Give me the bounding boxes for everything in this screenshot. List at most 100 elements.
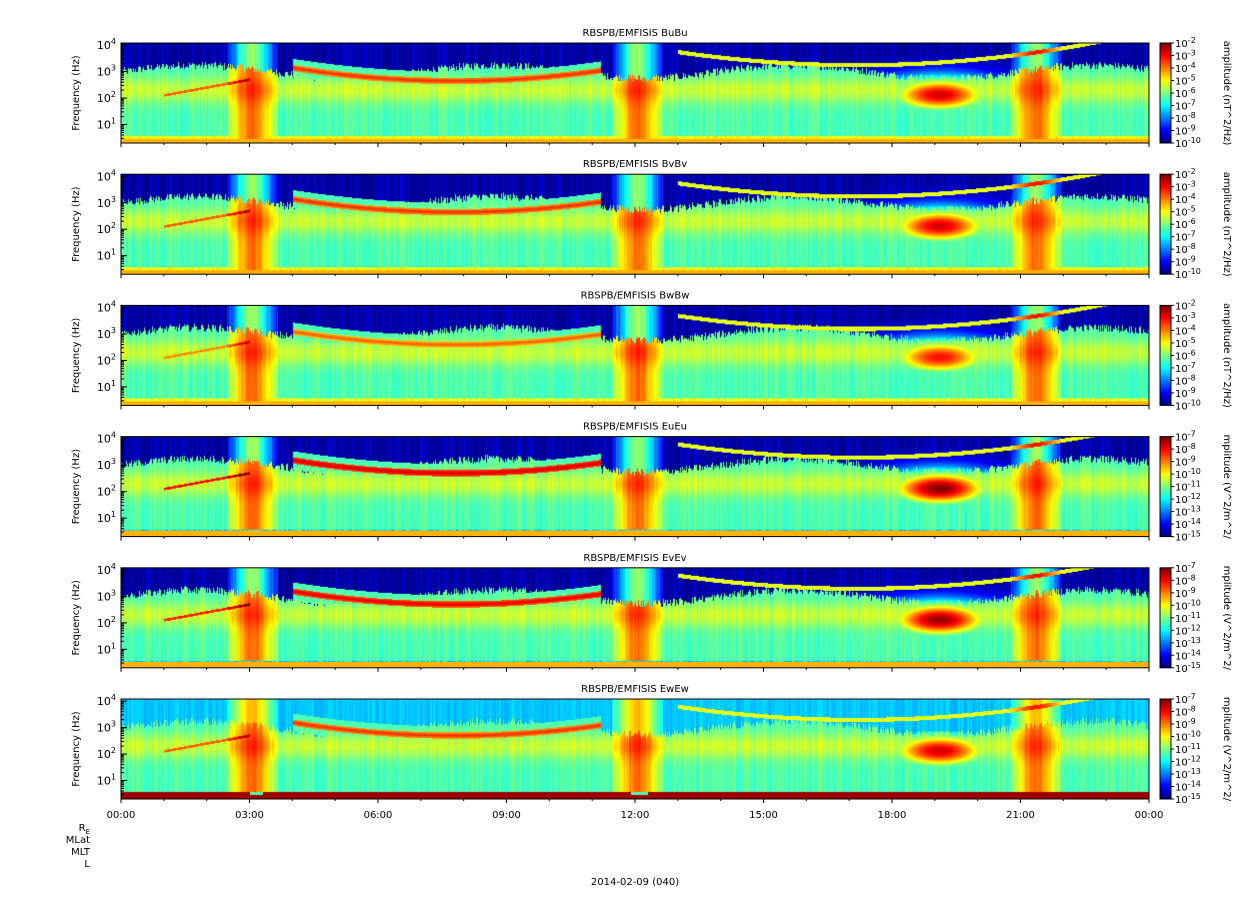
y-tick-label: 102: [97, 615, 116, 630]
colorbar-tick-label: 10-6: [1175, 86, 1196, 100]
colorbar-tick-label: 10-6: [1175, 348, 1196, 362]
colorbar-tick-base: 10: [1175, 470, 1188, 481]
y-tick-base: 10: [97, 590, 111, 603]
colorbar-tick-label: 10-8: [1175, 242, 1196, 256]
colorbar-tick-exponent: -14: [1188, 648, 1201, 657]
colorbar-tick-exponent: -13: [1188, 767, 1201, 776]
colorbar-tick-exponent: -12: [1188, 755, 1201, 764]
colorbar-tick-exponent: -11: [1188, 742, 1201, 751]
colorbar-gradient: [1160, 699, 1171, 799]
colorbar-tick-label: 10-4: [1175, 323, 1196, 337]
colorbar-tick-base: 10: [1175, 170, 1188, 181]
ephemeris-label: RE: [79, 823, 90, 836]
y-tick-exponent: 1: [111, 116, 116, 125]
colorbar-tick-exponent: -13: [1188, 505, 1201, 514]
spectrogram-image: [121, 699, 1149, 799]
colorbar-tick-exponent: -2: [1188, 167, 1196, 176]
y-tick-exponent: 1: [111, 379, 116, 388]
y-tick-exponent: 2: [111, 352, 116, 361]
colorbar-tick-base: 10: [1175, 695, 1188, 706]
y-tick-exponent: 4: [111, 693, 116, 702]
x-tick-label: 09:00: [492, 810, 521, 821]
colorbar-tick-label: 10-3: [1175, 311, 1196, 325]
colorbar-label: mplitude (V^2/m^2/: [1221, 434, 1232, 539]
y-axis-label: Frequency (Hz): [71, 580, 82, 656]
y-tick-label: 102: [97, 221, 116, 236]
colorbar-tick-label: 10-12: [1175, 755, 1201, 769]
colorbar-tick-exponent: -3: [1188, 180, 1196, 189]
colorbar-tick-base: 10: [1175, 258, 1188, 269]
colorbar-tick-label: 10-3: [1175, 180, 1196, 194]
y-tick-label: 101: [97, 510, 116, 525]
colorbar-tick-label: 10-14: [1175, 780, 1201, 794]
colorbar-tick-exponent: -7: [1188, 692, 1196, 701]
colorbar-gradient: [1160, 436, 1171, 537]
colorbar-tick-label: 10-10: [1175, 398, 1201, 412]
colorbar-tick-exponent: -10: [1188, 730, 1201, 739]
colorbar-tick-base: 10: [1175, 52, 1188, 63]
y-tick-base: 10: [97, 301, 111, 314]
y-tick-base: 10: [97, 512, 111, 525]
colorbar-tick-base: 10: [1175, 770, 1188, 781]
colorbar-tick-label: 10-15: [1175, 661, 1201, 675]
y-tick-exponent: 2: [111, 90, 116, 99]
colorbar-tick-base: 10: [1175, 195, 1188, 206]
colorbar-tick-base: 10: [1175, 364, 1188, 375]
colorbar-tick-exponent: -8: [1188, 573, 1196, 582]
colorbar-tick-base: 10: [1175, 564, 1188, 575]
y-tick-label: 103: [97, 588, 116, 603]
y-tick-base: 10: [97, 250, 111, 263]
spectrogram-image: [121, 567, 1149, 668]
colorbar-tick-exponent: -9: [1188, 717, 1196, 726]
colorbar-tick-exponent: -14: [1188, 517, 1201, 526]
panel-title: RBSPB/EMFISIS EvEv: [583, 553, 686, 564]
y-tick-base: 10: [97, 170, 111, 183]
colorbar-tick-label: 10-10: [1175, 136, 1201, 150]
ephemeris-label: MLT: [71, 847, 91, 858]
y-tick-label: 104: [97, 562, 116, 577]
spectrogram-image: [121, 174, 1149, 275]
colorbar-tick-exponent: -8: [1188, 705, 1196, 714]
colorbar-tick-base: 10: [1175, 64, 1188, 75]
colorbar-tick-exponent: -8: [1188, 442, 1196, 451]
colorbar-tick-label: 10-9: [1175, 124, 1196, 138]
y-tick-exponent: 4: [111, 37, 116, 46]
colorbar-tick-exponent: -4: [1188, 323, 1196, 332]
y-tick-base: 10: [97, 92, 111, 105]
y-tick-base: 10: [97, 643, 111, 656]
y-tick-label: 101: [97, 772, 116, 787]
colorbar-tick-base: 10: [1175, 114, 1188, 125]
x-tick-label: 06:00: [364, 810, 393, 821]
y-axis-label: Frequency (Hz): [71, 318, 82, 394]
colorbar-gradient: [1160, 174, 1171, 275]
colorbar-tick-label: 10-8: [1175, 373, 1196, 387]
y-tick-exponent: 2: [111, 746, 116, 755]
y-tick-exponent: 4: [111, 431, 116, 440]
colorbar-tick-base: 10: [1175, 508, 1188, 519]
colorbar-tick-exponent: -8: [1188, 242, 1196, 251]
ephemeris-label-sub: E: [86, 828, 90, 836]
y-tick-exponent: 3: [111, 588, 116, 597]
colorbar-tick-exponent: -9: [1188, 124, 1196, 133]
colorbar-tick-label: 10-3: [1175, 49, 1196, 63]
colorbar-tick-exponent: -10: [1188, 467, 1201, 476]
colorbar-tick-exponent: -8: [1188, 111, 1196, 120]
ephemeris-label-main: L: [84, 859, 90, 870]
colorbar-tick-base: 10: [1175, 39, 1188, 50]
colorbar-tick-exponent: -5: [1188, 336, 1196, 345]
colorbar-tick-label: 10-11: [1175, 611, 1201, 625]
y-tick-base: 10: [97, 354, 111, 367]
x-tick-label: 15:00: [749, 810, 778, 821]
colorbar-tick-label: 10-10: [1175, 467, 1201, 481]
colorbar-tick-label: 10-7: [1175, 561, 1196, 575]
colorbar-tick-base: 10: [1175, 127, 1188, 138]
colorbar-tick-label: 10-9: [1175, 455, 1196, 469]
colorbar-tick-label: 10-5: [1175, 205, 1196, 219]
y-tick-label: 102: [97, 352, 116, 367]
colorbar-tick-label: 10-7: [1175, 430, 1196, 444]
colorbar-tick-label: 10-12: [1175, 492, 1201, 506]
colorbar-tick-exponent: -9: [1188, 255, 1196, 264]
colorbar-tick-exponent: -5: [1188, 74, 1196, 83]
